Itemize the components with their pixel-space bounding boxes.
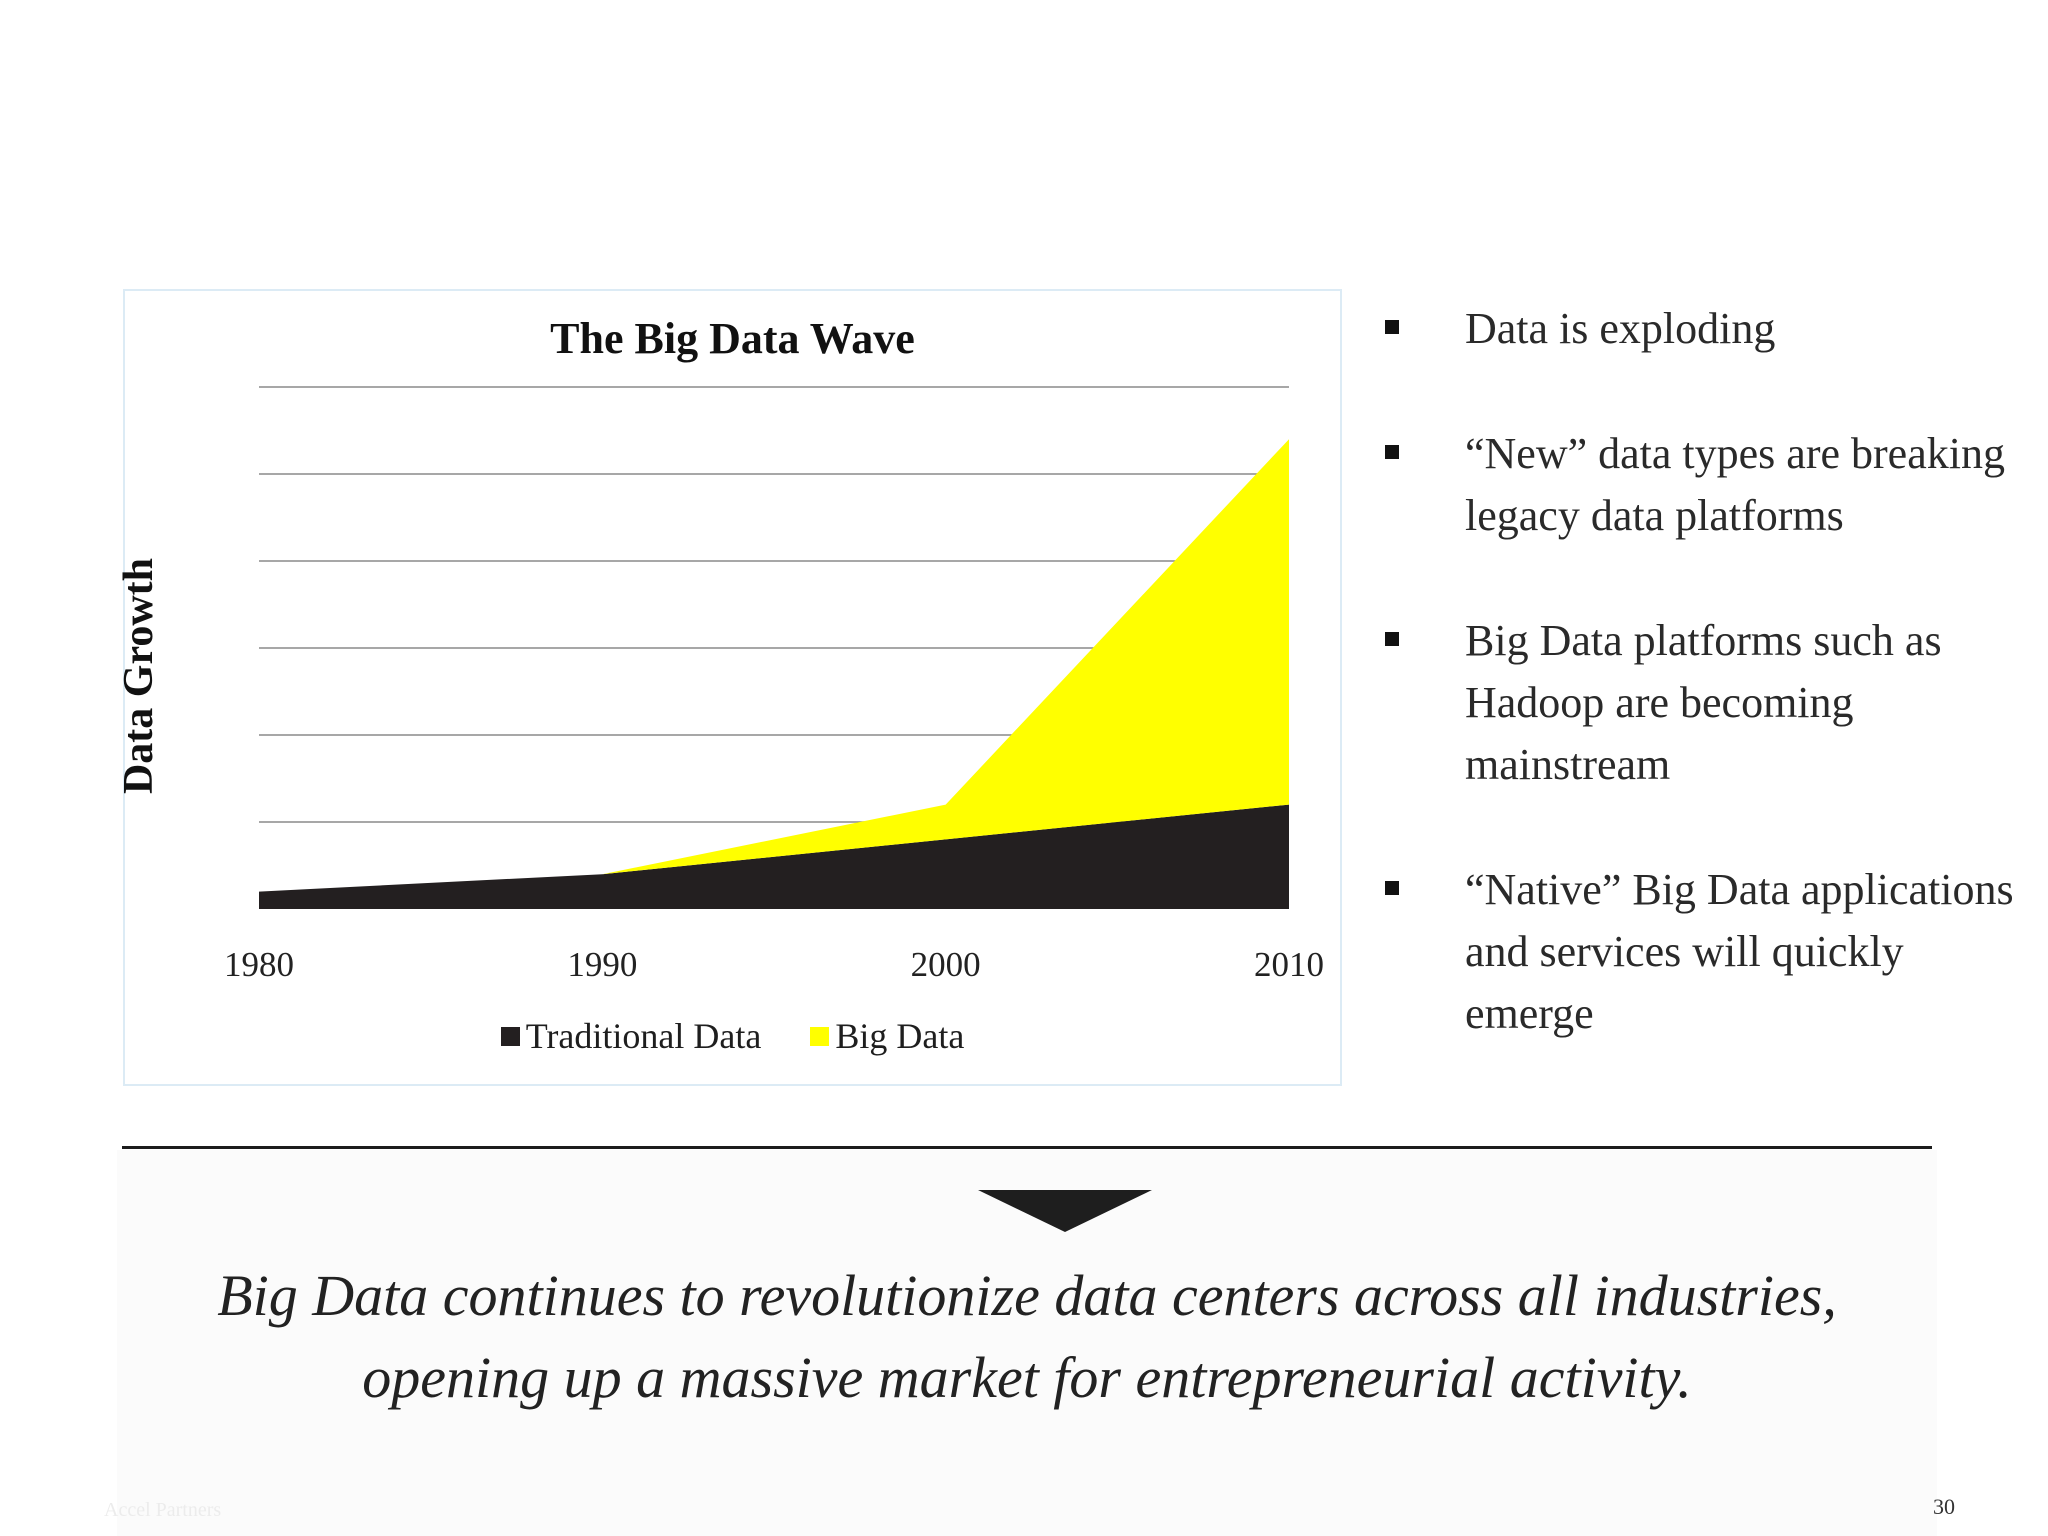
square-bullet-icon	[1385, 445, 1399, 459]
square-bullet-icon	[1385, 320, 1399, 334]
bullet-item: Data is exploding	[1385, 298, 2015, 360]
legend-swatch-big-data	[810, 1027, 830, 1046]
legend-item-traditional: Traditional Data	[500, 1015, 762, 1057]
chart-title: The Big Data Wave	[550, 314, 915, 363]
bullet-list: Data is exploding “New” data types are b…	[1385, 298, 2015, 1108]
section-divider	[122, 1146, 1932, 1149]
legend-swatch-traditional	[500, 1027, 520, 1046]
down-arrow-icon	[978, 1190, 1152, 1232]
series-area-traditional-data	[259, 804, 1289, 909]
conclusion-text: Big Data continues to revolutionize data…	[217, 1263, 1837, 1410]
chart-container: The Big Data Wave Data Growth 1980 1990 20…	[116, 289, 1342, 1086]
x-tick-label: 2010	[1254, 945, 1324, 984]
bullet-text: “Native” Big Data applications and servi…	[1465, 865, 2014, 1038]
page-number: 30	[1933, 1494, 1955, 1519]
bullet-item: “Native” Big Data applications and servi…	[1385, 859, 2015, 1045]
square-bullet-icon	[1385, 881, 1399, 895]
legend-label: Traditional Data	[525, 1016, 762, 1056]
chart-legend: Traditional Data Big Data	[125, 1015, 1340, 1057]
footer-company: Accel Partners	[104, 1499, 222, 1521]
square-bullet-icon	[1385, 632, 1399, 646]
bullet-item: “New” data types are breaking legacy dat…	[1385, 423, 2015, 547]
series-area-big-data	[259, 439, 1289, 892]
legend-item-big-data: Big Data	[810, 1015, 964, 1057]
x-tick-label: 1990	[567, 945, 637, 984]
x-tick-label: 2000	[911, 945, 981, 984]
bullet-text: Data is exploding	[1465, 304, 1776, 353]
area-chart: 1980 1990 2000 2010	[224, 386, 1324, 984]
x-tick-label: 1980	[224, 945, 294, 984]
bullet-text: “New” data types are breaking legacy dat…	[1465, 429, 2005, 540]
bullet-text: Big Data platforms such as Hadoop are be…	[1465, 616, 1942, 789]
legend-label: Big Data	[835, 1016, 965, 1056]
bullet-item: Big Data platforms such as Hadoop are be…	[1385, 610, 2015, 796]
